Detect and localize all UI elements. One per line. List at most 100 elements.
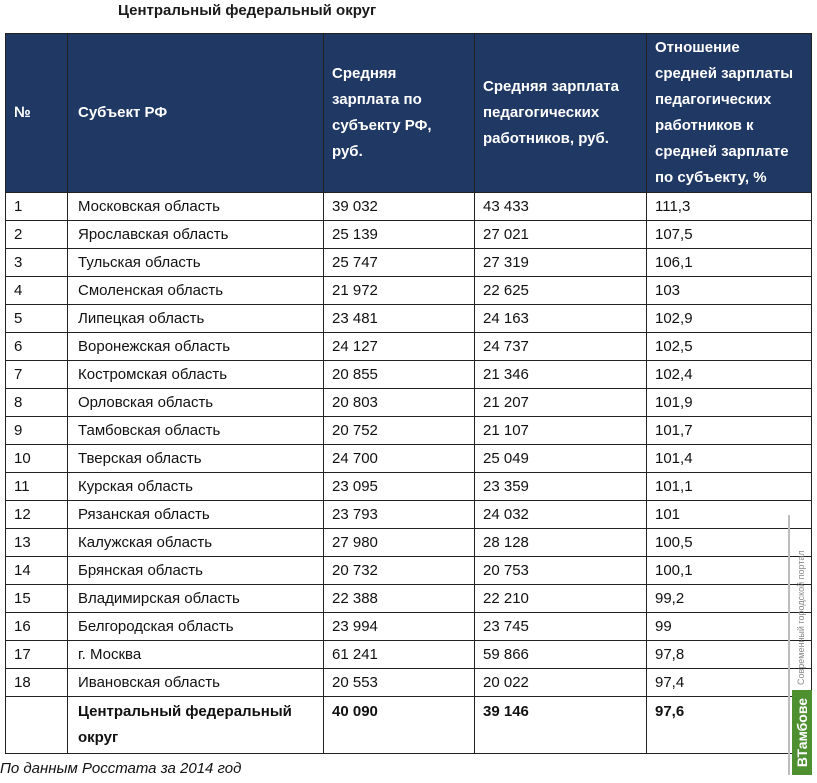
cell-subject: г. Москва — [67, 640, 324, 669]
cell-subject: Ярославская область — [67, 220, 324, 249]
cell-teacher-salary: 22 625 — [474, 276, 647, 305]
salary-table: № Субъект РФ Средняя зарплата по субъект… — [5, 33, 812, 754]
table-row: 15 Владимирская область 22 388 22 210 99,2 — [5, 584, 812, 613]
cell-avg-salary: 23 095 — [323, 472, 475, 501]
total-teacher: 39 146 — [474, 696, 647, 754]
cell-subject: Белгородская область — [67, 612, 324, 641]
total-row: Центральный федеральный округ 40 090 39 … — [5, 696, 812, 754]
cell-avg-salary: 24 700 — [323, 444, 475, 473]
cell-subject: Рязанская область — [67, 500, 324, 529]
header-ratio: Отношение средней зарплаты педагогически… — [646, 33, 812, 193]
cell-ratio: 107,5 — [646, 220, 812, 249]
watermark-text: Современный городской портал — [796, 550, 806, 685]
cell-ratio: 97,8 — [646, 640, 812, 669]
cell-subject: Липецкая область — [67, 304, 324, 333]
cell-avg-salary: 23 793 — [323, 500, 475, 529]
cell-subject: Ивановская область — [67, 668, 324, 697]
cell-subject: Владимирская область — [67, 584, 324, 613]
cell-num: 2 — [5, 220, 68, 249]
cell-ratio: 106,1 — [646, 248, 812, 277]
cell-num: 13 — [5, 528, 68, 557]
cell-subject: Курская область — [67, 472, 324, 501]
table-row: 12 Рязанская область 23 793 24 032 101 — [5, 500, 812, 529]
table-row: 13 Калужская область 27 980 28 128 100,5 — [5, 528, 812, 557]
cell-ratio: 97,4 — [646, 668, 812, 697]
cell-num: 18 — [5, 668, 68, 697]
cell-num: 11 — [5, 472, 68, 501]
cell-num: 3 — [5, 248, 68, 277]
cell-ratio: 100,5 — [646, 528, 812, 557]
table-row: 14 Брянская область 20 732 20 753 100,1 — [5, 556, 812, 585]
cell-avg-salary: 20 752 — [323, 416, 475, 445]
cell-avg-salary: 25 139 — [323, 220, 475, 249]
page-title: Центральный федеральный округ — [118, 2, 377, 19]
table-row: 4 Смоленская область 21 972 22 625 103 — [5, 276, 812, 305]
cell-num: 16 — [5, 612, 68, 641]
cell-teacher-salary: 59 866 — [474, 640, 647, 669]
watermark-logo: ВТамбове — [792, 690, 812, 775]
watermark-logo-text: ВТамбове — [794, 697, 810, 768]
table-row: 8 Орловская область 20 803 21 207 101,9 — [5, 388, 812, 417]
table-footer: Центральный федеральный округ 40 090 39 … — [5, 696, 812, 754]
cell-avg-salary: 20 732 — [323, 556, 475, 585]
cell-ratio: 103 — [646, 276, 812, 305]
cell-ratio: 102,4 — [646, 360, 812, 389]
cell-subject: Смоленская область — [67, 276, 324, 305]
table-row: 2 Ярославская область 25 139 27 021 107,5 — [5, 220, 812, 249]
cell-subject: Тульская область — [67, 248, 324, 277]
cell-subject: Воронежская область — [67, 332, 324, 361]
table-header: № Субъект РФ Средняя зарплата по субъект… — [5, 33, 812, 193]
cell-ratio: 101,9 — [646, 388, 812, 417]
cell-teacher-salary: 22 210 — [474, 584, 647, 613]
table-body: 1 Московская область 39 032 43 433 111,3 2 Яро… — [5, 192, 812, 697]
table-row: 1 Московская область 39 032 43 433 111,3 — [5, 192, 812, 221]
cell-avg-salary: 20 855 — [323, 360, 475, 389]
cell-avg-salary: 21 972 — [323, 276, 475, 305]
cell-teacher-salary: 20 022 — [474, 668, 647, 697]
cell-num: 8 — [5, 388, 68, 417]
cell-num: 4 — [5, 276, 68, 305]
cell-num: 9 — [5, 416, 68, 445]
cell-teacher-salary: 21 207 — [474, 388, 647, 417]
table-row: 9 Тамбовская область 20 752 21 107 101,7 — [5, 416, 812, 445]
cell-subject: Тверская область — [67, 444, 324, 473]
header-subject: Субъект РФ — [67, 33, 324, 193]
cell-subject: Брянская область — [67, 556, 324, 585]
cell-num: 10 — [5, 444, 68, 473]
table-row: 16 Белгородская область 23 994 23 745 99 — [5, 612, 812, 641]
cell-teacher-salary: 23 359 — [474, 472, 647, 501]
cell-teacher-salary: 21 346 — [474, 360, 647, 389]
table-row: 7 Костромская область 20 855 21 346 102,4 — [5, 360, 812, 389]
cell-subject: Тамбовская область — [67, 416, 324, 445]
cell-teacher-salary: 43 433 — [474, 192, 647, 221]
cell-teacher-salary: 28 128 — [474, 528, 647, 557]
cell-num: 1 — [5, 192, 68, 221]
cell-teacher-salary: 21 107 — [474, 416, 647, 445]
header-teacher-salary: Средняя зарплата педагогических работник… — [474, 33, 647, 193]
header-avg-salary: Средняя зарплата по субъекту РФ, руб. — [323, 33, 475, 193]
table-row: 17 г. Москва 61 241 59 866 97,8 — [5, 640, 812, 669]
cell-ratio: 102,9 — [646, 304, 812, 333]
cell-teacher-salary: 27 319 — [474, 248, 647, 277]
cell-num: 14 — [5, 556, 68, 585]
source-footnote: По данным Росстата за 2014 год — [0, 760, 242, 777]
cell-ratio: 99 — [646, 612, 812, 641]
site-watermark: Современный городской портал ВТамбове — [788, 515, 812, 775]
cell-subject: Калужская область — [67, 528, 324, 557]
cell-ratio: 101,7 — [646, 416, 812, 445]
table-row: 11 Курская область 23 095 23 359 101,1 — [5, 472, 812, 501]
cell-teacher-salary: 24 737 — [474, 332, 647, 361]
cell-subject: Орловская область — [67, 388, 324, 417]
total-subject: Центральный федеральный округ — [67, 696, 324, 754]
cell-avg-salary: 23 481 — [323, 304, 475, 333]
cell-avg-salary: 20 803 — [323, 388, 475, 417]
cell-avg-salary: 39 032 — [323, 192, 475, 221]
total-avg: 40 090 — [323, 696, 475, 754]
cell-teacher-salary: 24 032 — [474, 500, 647, 529]
cell-ratio: 101,4 — [646, 444, 812, 473]
cell-teacher-salary: 25 049 — [474, 444, 647, 473]
table-row: 3 Тульская область 25 747 27 319 106,1 — [5, 248, 812, 277]
cell-avg-salary: 20 553 — [323, 668, 475, 697]
table-row: 10 Тверская область 24 700 25 049 101,4 — [5, 444, 812, 473]
cell-avg-salary: 22 388 — [323, 584, 475, 613]
